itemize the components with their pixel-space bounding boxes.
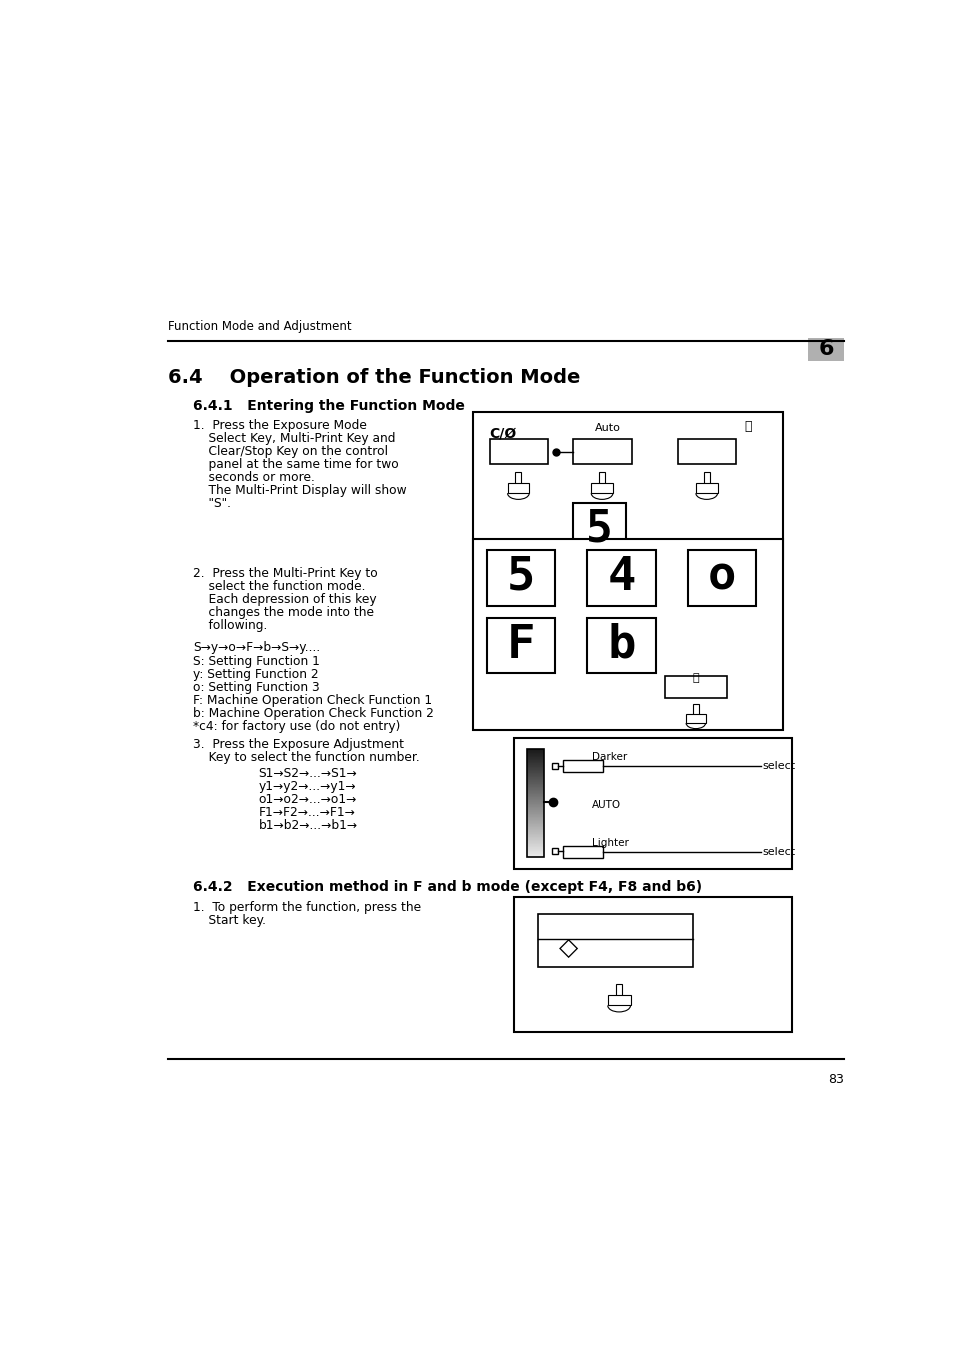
Bar bbox=[573, 503, 625, 546]
Text: 6.4.2   Execution method in F and b mode (except F4, F8 and b6): 6.4.2 Execution method in F and b mode (… bbox=[193, 880, 701, 894]
Bar bbox=[514, 738, 791, 869]
Text: 83: 83 bbox=[827, 1073, 843, 1086]
Text: Start key.: Start key. bbox=[193, 915, 266, 927]
Polygon shape bbox=[515, 473, 521, 489]
Text: y: Setting Function 2: y: Setting Function 2 bbox=[193, 667, 318, 681]
Bar bbox=[664, 677, 726, 698]
Text: o: o bbox=[707, 555, 736, 600]
Bar bbox=[562, 846, 602, 858]
Bar bbox=[587, 617, 655, 673]
Text: Function Mode and Adjustment: Function Mode and Adjustment bbox=[168, 320, 352, 334]
Polygon shape bbox=[703, 473, 709, 489]
Text: C/Ø: C/Ø bbox=[489, 426, 517, 440]
Text: S: Setting Function 1: S: Setting Function 1 bbox=[193, 655, 319, 667]
Text: 2.  Press the Multi-Print Key to: 2. Press the Multi-Print Key to bbox=[193, 567, 377, 580]
Text: panel at the same time for two: panel at the same time for two bbox=[193, 458, 398, 470]
Text: 1.  To perform the function, press the: 1. To perform the function, press the bbox=[193, 901, 420, 915]
Polygon shape bbox=[685, 715, 705, 723]
Text: following.: following. bbox=[193, 620, 267, 632]
Text: o1→o2→...→o1→: o1→o2→...→o1→ bbox=[258, 793, 356, 805]
Bar bbox=[687, 550, 756, 605]
Text: AUTO: AUTO bbox=[592, 800, 620, 809]
Text: seconds or more.: seconds or more. bbox=[193, 471, 314, 484]
Bar bbox=[562, 759, 602, 771]
Bar bbox=[486, 617, 555, 673]
Bar bbox=[514, 897, 791, 1032]
Text: 1.  Press the Exposure Mode: 1. Press the Exposure Mode bbox=[193, 419, 366, 431]
Text: o: Setting Function 3: o: Setting Function 3 bbox=[193, 681, 319, 694]
Text: F1→F2→...→F1→: F1→F2→...→F1→ bbox=[258, 805, 355, 819]
Text: Each depression of this key: Each depression of this key bbox=[193, 593, 376, 607]
Text: Clear/Stop Key on the control: Clear/Stop Key on the control bbox=[193, 444, 388, 458]
Text: y1→y2→...→y1→: y1→y2→...→y1→ bbox=[258, 780, 356, 793]
Text: *c4: for factory use (do not entry): *c4: for factory use (do not entry) bbox=[193, 720, 400, 734]
Text: Auto: Auto bbox=[595, 423, 620, 434]
Polygon shape bbox=[616, 984, 621, 1001]
Bar bbox=[537, 915, 692, 967]
Bar bbox=[472, 539, 781, 731]
Text: F: F bbox=[506, 623, 535, 667]
Text: "S".: "S". bbox=[193, 497, 231, 511]
Polygon shape bbox=[507, 484, 529, 493]
Bar bbox=[489, 439, 547, 463]
Text: 6: 6 bbox=[818, 339, 833, 359]
Polygon shape bbox=[607, 994, 630, 1005]
Text: S1→S2→...→S1→: S1→S2→...→S1→ bbox=[258, 766, 357, 780]
Text: select the function mode.: select the function mode. bbox=[193, 580, 365, 593]
Bar bbox=[526, 748, 543, 857]
Text: 🖨: 🖨 bbox=[743, 420, 751, 434]
Bar bbox=[551, 848, 558, 854]
Text: b: Machine Operation Check Function 2: b: Machine Operation Check Function 2 bbox=[193, 708, 434, 720]
Bar bbox=[486, 550, 555, 605]
Bar bbox=[807, 338, 843, 361]
Bar bbox=[573, 439, 631, 463]
Bar bbox=[472, 412, 781, 559]
Text: select: select bbox=[761, 761, 795, 771]
Text: S→y→o→F→b→S→y....: S→y→o→F→b→S→y.... bbox=[193, 642, 320, 654]
Bar bbox=[587, 550, 655, 605]
Text: Lighter: Lighter bbox=[592, 838, 628, 848]
Text: Select Key, Multi-Print Key and: Select Key, Multi-Print Key and bbox=[193, 431, 395, 444]
Bar bbox=[551, 763, 558, 769]
Text: select: select bbox=[761, 847, 795, 858]
Text: 4: 4 bbox=[606, 555, 635, 600]
Text: 6.4    Operation of the Function Mode: 6.4 Operation of the Function Mode bbox=[168, 369, 579, 388]
Text: 🖨: 🖨 bbox=[692, 673, 699, 682]
Polygon shape bbox=[692, 704, 698, 720]
Text: Darker: Darker bbox=[592, 753, 626, 762]
Text: b1→b2→...→b1→: b1→b2→...→b1→ bbox=[258, 819, 357, 832]
Text: b: b bbox=[606, 623, 635, 667]
Text: F: Machine Operation Check Function 1: F: Machine Operation Check Function 1 bbox=[193, 694, 432, 707]
Polygon shape bbox=[695, 484, 717, 493]
Text: 5: 5 bbox=[586, 507, 613, 550]
Polygon shape bbox=[598, 473, 604, 489]
Polygon shape bbox=[591, 484, 612, 493]
Text: 5: 5 bbox=[506, 555, 535, 600]
Text: ◇: ◇ bbox=[558, 936, 578, 961]
Text: 6.4.1   Entering the Function Mode: 6.4.1 Entering the Function Mode bbox=[193, 400, 464, 413]
Text: The Multi-Print Display will show: The Multi-Print Display will show bbox=[193, 484, 406, 497]
Text: 3.  Press the Exposure Adjustment: 3. Press the Exposure Adjustment bbox=[193, 738, 403, 751]
Text: changes the mode into the: changes the mode into the bbox=[193, 607, 374, 619]
Text: Key to select the function number.: Key to select the function number. bbox=[193, 751, 419, 765]
Bar bbox=[678, 439, 736, 463]
